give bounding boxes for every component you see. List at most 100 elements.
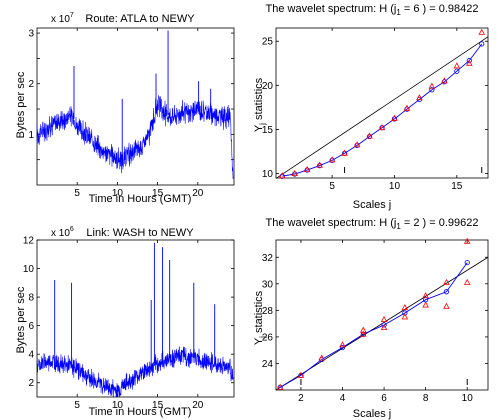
x-tick-label: 5 — [329, 181, 335, 192]
data-point-circle — [429, 87, 435, 93]
chart-title: The wavelet spectrum: H (j1 = 2 ) = 0.99… — [266, 217, 479, 231]
x-tick-label: 4 — [340, 393, 346, 404]
series-line — [279, 262, 468, 388]
data-point-circle — [479, 41, 485, 47]
exponent-label: x 107 — [51, 12, 74, 25]
y-tick-label: 26 — [262, 332, 274, 343]
y-axis-label: Yj statistics — [253, 290, 267, 345]
data-point-triangle — [276, 383, 284, 390]
y-axis-label: Bytes per sec — [15, 286, 27, 353]
y-tick-label: 28 — [262, 306, 274, 317]
data-point-circle — [454, 68, 460, 74]
data-point-triangle — [391, 114, 398, 121]
chart-wash-newy: x 106 Link: WASH to NEWY 5 10 15 20 2 4 6 8 10 12… — [15, 226, 235, 418]
data-point-triangle — [360, 330, 367, 337]
data-point-triangle — [443, 278, 450, 285]
exponent-label: x 106 — [51, 226, 74, 239]
data-point-circle — [381, 322, 387, 328]
y-tick-label: 6 — [28, 321, 34, 332]
data-point-circle — [339, 344, 346, 351]
data-point-triangle — [422, 292, 429, 299]
y-tick-label: 8 — [28, 293, 34, 304]
data-point-triangle — [403, 104, 411, 111]
chart-title: The wavelet spectrum: H (j1 = 6 ) = 0.98… — [266, 3, 479, 17]
y-tick-label: 24 — [262, 359, 274, 370]
data-point-triangle — [328, 156, 336, 163]
y-tick-label: 20 — [262, 81, 274, 92]
x-tick-label: 6 — [381, 393, 387, 404]
data-point-triangle — [318, 354, 325, 361]
x-tick-label: 10 — [112, 188, 124, 199]
x-tick-label: 10 — [462, 393, 474, 404]
chart-wavelet-spectrum-top: The wavelet spectrum: H (j1 = 6 ) = 0.98… — [253, 3, 489, 211]
data-point-triangle — [428, 82, 436, 89]
y-tick-label: 2 — [28, 378, 34, 389]
data-point-circle — [466, 58, 472, 64]
x-tick-label: 5 — [74, 188, 80, 199]
x-axis-label: Scales j — [353, 408, 392, 420]
plot-frame — [275, 239, 489, 391]
data-point-triangle — [291, 169, 298, 176]
y-tick-label: 12 — [23, 236, 35, 247]
data-point-circle — [402, 310, 408, 316]
x-tick-label: 15 — [152, 400, 164, 411]
y-tick-label: 15 — [262, 125, 274, 136]
chart-title: Route: ATLA to NEWY — [85, 13, 195, 25]
data-point-triangle — [443, 302, 450, 309]
data-point-triangle — [453, 62, 461, 69]
plot-frame — [36, 27, 235, 186]
data-point-triangle — [316, 161, 323, 168]
fit-line — [275, 36, 489, 179]
data-point-triangle — [303, 165, 311, 173]
data-point-triangle — [366, 132, 373, 139]
plot-frame — [275, 27, 489, 179]
y-tick-label: 10 — [262, 169, 274, 180]
x-axis-label: Time in Hours (GMT) — [89, 406, 192, 418]
x-tick-label: 15 — [152, 188, 164, 199]
data-point-triangle — [416, 94, 423, 101]
chart-wavelet-spectrum-bottom: The wavelet spectrum: H (j1 = 2 ) = 0.99… — [253, 217, 489, 420]
data-point-triangle — [380, 316, 388, 323]
data-point-triangle — [380, 323, 388, 331]
data-point-triangle — [401, 313, 409, 320]
x-tick-label: 2 — [298, 393, 304, 404]
data-point-triangle — [463, 237, 471, 244]
data-point-triangle — [463, 278, 471, 285]
x-tick-label: 10 — [112, 400, 124, 411]
x-tick-label: 15 — [451, 181, 463, 192]
x-axis-label: Time in Hours (GMT) — [89, 193, 192, 205]
data-point-triangle — [378, 124, 386, 131]
y-tick-label: 1 — [28, 130, 34, 141]
data-point-circle — [464, 259, 470, 266]
data-point-triangle — [478, 28, 486, 35]
data-point-circle — [443, 289, 450, 295]
plot-frame — [36, 239, 235, 398]
y-tick-label: 2 — [28, 79, 34, 90]
plot-area: 5 10 15 20 1 2 3 — [28, 27, 235, 199]
y-axis-label: Yj statistics — [253, 77, 267, 132]
y-axis-label: Bytes per sec — [15, 71, 27, 138]
data-point-triangle — [466, 59, 473, 66]
data-point-triangle — [278, 172, 286, 179]
x-axis-label: Scales j — [353, 199, 392, 211]
data-point-triangle — [401, 304, 409, 311]
x-tick-label: 5 — [74, 400, 80, 411]
plot-area: 5 10 15 10 15 20 25 — [262, 27, 489, 192]
data-point-triangle — [297, 371, 305, 378]
data-point-triangle — [339, 341, 346, 348]
y-tick-label: 30 — [262, 279, 274, 290]
data-point-triangle — [353, 141, 361, 148]
chart-route-atla-newy: x 107 Route: ATLA to NEWY 5 10 15 20 1 2 3 Tim… — [15, 12, 235, 205]
x-tick-label: 20 — [192, 400, 204, 411]
y-tick-label: 4 — [28, 350, 34, 361]
data-point-triangle — [422, 301, 429, 308]
plot-area: 5 10 15 20 2 4 6 8 10 12 — [23, 236, 235, 411]
x-tick-label: 10 — [389, 181, 401, 192]
series-line — [36, 95, 234, 179]
data-point-triangle — [341, 149, 348, 156]
chart-title: Link: WASH to NEWY — [86, 227, 194, 239]
y-tick-label: 3 — [28, 29, 34, 40]
